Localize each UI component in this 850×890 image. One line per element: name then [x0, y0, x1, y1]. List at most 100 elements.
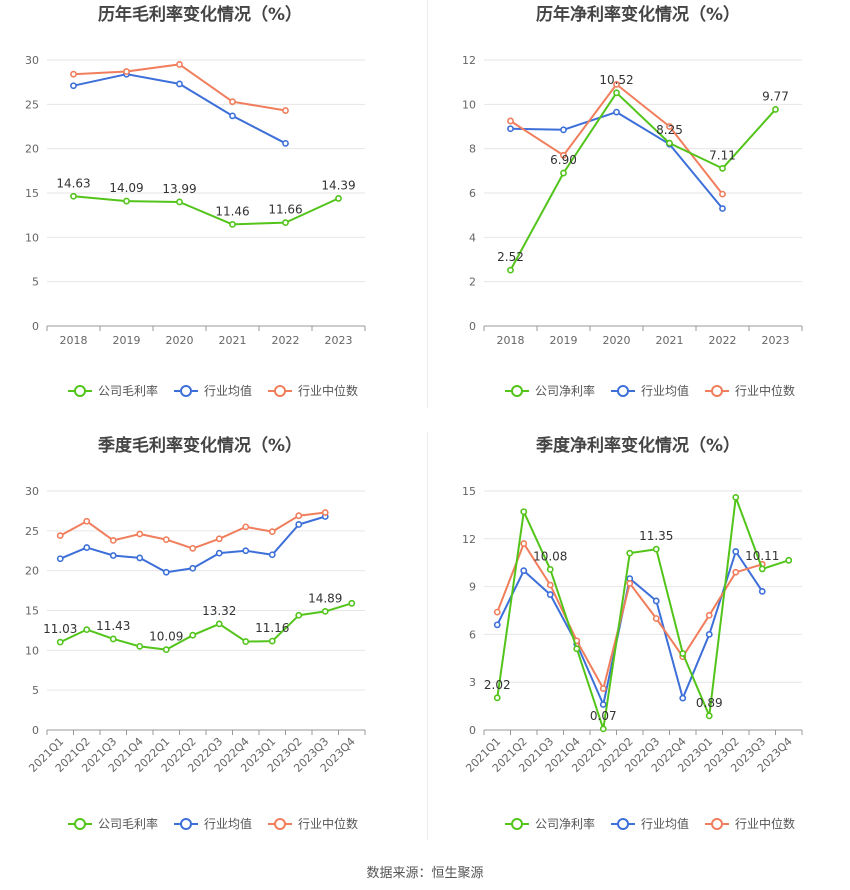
data-label: 2.02	[484, 678, 511, 692]
y-tick-label: 15	[25, 187, 39, 200]
y-tick-label: 15	[462, 485, 476, 498]
data-label: 2.52	[497, 250, 524, 264]
data-point-company	[546, 565, 554, 573]
data-source-footer: 数据来源：恒生聚源	[366, 866, 484, 881]
data-label: 11.16	[255, 621, 289, 635]
data-point-company	[520, 508, 528, 516]
data-point-company	[242, 638, 250, 645]
y-tick-label: 5	[32, 684, 39, 697]
data-point-company	[56, 638, 64, 646]
data-point-industry_median	[176, 61, 183, 68]
y-tick-label: 25	[25, 525, 39, 538]
data-point-industry_avg	[546, 591, 554, 598]
data-point-company	[705, 712, 713, 720]
data-point-industry_median	[666, 123, 673, 130]
data-point-industry_avg	[215, 549, 223, 557]
data-point-industry_median	[162, 536, 170, 543]
data-point-industry_avg	[242, 547, 250, 555]
x-tick-label: 2022	[272, 334, 300, 347]
series-line-company	[509, 91, 777, 271]
legend-label: 行业中位数	[735, 383, 795, 398]
x-tick-label: 2018	[497, 334, 525, 347]
data-label: 13.99	[162, 182, 196, 196]
data-point-industry_median	[229, 98, 236, 106]
data-point-company	[599, 725, 607, 733]
legend-label: 行业均值	[204, 383, 252, 398]
legend-swatch-marker	[180, 818, 192, 830]
x-tick-label: 2023	[762, 334, 790, 347]
data-label: 14.63	[56, 176, 90, 190]
legend-swatch-marker	[74, 385, 86, 397]
x-tick-label: 2021	[656, 334, 684, 347]
data-label: 14.39	[321, 178, 355, 192]
x-tick-label: 2020	[603, 334, 631, 347]
y-tick-label: 8	[469, 143, 476, 156]
x-tick-label: 2019	[550, 334, 578, 347]
legend-swatch-marker	[180, 385, 192, 397]
data-point-company	[189, 631, 197, 639]
data-label: 11.43	[96, 619, 130, 633]
data-point-company	[626, 549, 634, 557]
data-label: 10.09	[149, 630, 183, 644]
data-point-company	[507, 266, 514, 274]
data-point-company	[785, 556, 793, 564]
data-point-industry_avg	[83, 544, 91, 551]
data-point-company	[335, 195, 342, 202]
legend-swatch-marker	[511, 818, 523, 830]
data-point-company	[613, 89, 620, 97]
legend-label: 行业均值	[641, 383, 689, 398]
data-point-industry_avg	[719, 205, 726, 212]
data-point-company	[758, 565, 766, 573]
data-point-industry_avg	[560, 126, 567, 134]
y-tick-label: 10	[25, 644, 39, 657]
data-point-company	[732, 493, 740, 501]
data-point-industry_median	[189, 544, 197, 552]
data-point-industry_median	[295, 512, 303, 520]
data-point-company	[123, 197, 130, 205]
data-point-industry_avg	[136, 554, 144, 562]
legend-swatch-marker	[274, 385, 286, 397]
data-point-industry_median	[705, 611, 713, 619]
data-point-industry_median	[732, 568, 740, 576]
data-point-industry_avg	[758, 587, 766, 595]
data-point-industry_median	[136, 530, 144, 538]
data-label: 0.07	[590, 709, 617, 723]
data-label: 8.25	[656, 123, 683, 137]
x-tick-label: 2023	[325, 334, 353, 347]
data-point-company	[109, 635, 117, 643]
data-point-industry_avg	[162, 568, 170, 576]
y-tick-label: 0	[469, 320, 476, 333]
data-label: 10.11	[745, 549, 779, 563]
data-point-industry_median	[560, 151, 567, 159]
series-line-company	[496, 496, 790, 730]
data-point-industry_median	[83, 517, 91, 525]
data-label: 0.89	[696, 696, 723, 710]
data-point-industry_median	[652, 615, 660, 622]
data-point-industry_avg	[520, 567, 528, 575]
data-point-industry_median	[70, 70, 77, 78]
data-point-company	[573, 645, 581, 653]
data-label: 11.35	[639, 529, 673, 543]
legend-label: 行业中位数	[298, 383, 358, 398]
data-point-industry_avg	[613, 108, 620, 116]
series-line-industry_median	[509, 83, 724, 195]
data-point-industry_median	[626, 580, 634, 587]
data-point-industry_median	[493, 608, 501, 616]
data-point-industry_median	[719, 190, 726, 198]
data-point-industry_avg	[189, 564, 197, 572]
data-point-industry_avg	[109, 552, 117, 559]
legend-label: 公司净利率	[535, 816, 595, 831]
y-tick-label: 25	[25, 98, 39, 111]
data-label: 9.77	[762, 89, 789, 103]
series-line-industry_median	[496, 542, 763, 690]
data-point-industry_median	[546, 581, 554, 589]
data-point-industry_median	[520, 540, 528, 547]
x-tick-label: 2021	[219, 334, 247, 347]
data-point-company	[772, 106, 779, 113]
data-point-industry_avg	[282, 139, 289, 147]
data-label: 11.66	[268, 203, 302, 217]
y-tick-label: 6	[469, 187, 476, 200]
data-point-industry_avg	[295, 521, 303, 528]
data-label: 10.08	[533, 549, 567, 563]
x-tick-label: 2020	[166, 334, 194, 347]
